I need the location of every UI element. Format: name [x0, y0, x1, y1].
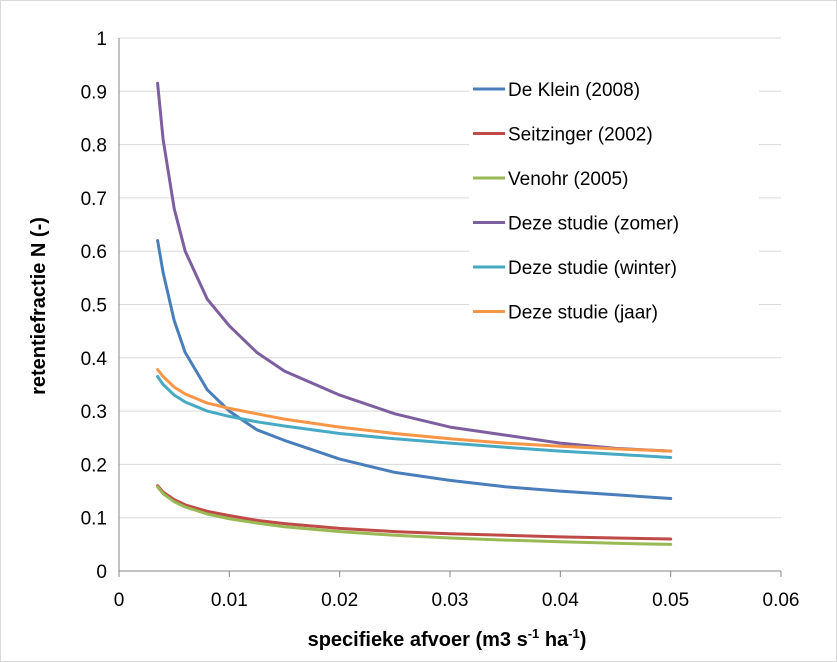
- legend-label-1: De Klein (2008): [508, 80, 640, 101]
- series-line-4: [156, 81, 673, 453]
- x-tick-label: 0.04: [542, 590, 579, 611]
- x-tick-label: 0.02: [321, 590, 358, 611]
- x-tick-label: 0.01: [211, 590, 248, 611]
- x-tick-label: 0.05: [652, 590, 689, 611]
- y-tick-label: 0.1: [81, 509, 107, 530]
- y-axis-label: retentiefractie N (-): [28, 217, 50, 395]
- y-tick-label: 0.4: [81, 349, 108, 370]
- legend-label-4: Deze studie (zomer): [508, 214, 679, 235]
- y-tick-labels: 0 0.1 0.2 0.3 0.4 0.5 0.6 0.7 0.8 0.9 1: [81, 29, 108, 583]
- x-tick-label: 0.06: [763, 590, 800, 611]
- y-tick-label: 0.6: [81, 242, 107, 263]
- series-lines: [156, 81, 673, 546]
- legend: De Klein (2008) Seitzinger (2002) Venohr (…: [469, 63, 759, 331]
- x-axis-label-sup1: -1: [528, 626, 540, 641]
- legend-background: [469, 63, 759, 331]
- x-axis-label-part1: specifieke afvoer (m3 s: [308, 629, 528, 651]
- series-line-2: [156, 484, 673, 541]
- y-tick-label: 0.8: [81, 136, 107, 157]
- y-tick-label: 0.3: [81, 402, 107, 423]
- y-tick-label: 0.5: [81, 296, 107, 317]
- legend-label-6: Deze studie (jaar): [508, 303, 658, 324]
- y-tick-label: 0.2: [81, 455, 107, 476]
- legend-label-5: Deze studie (winter): [508, 258, 677, 279]
- legend-label-2: Seitzinger (2002): [508, 125, 653, 146]
- x-axis-label-part3: ): [580, 629, 587, 651]
- x-tick-label: 0.03: [432, 590, 469, 611]
- y-tick-label: 0.7: [81, 189, 107, 210]
- x-tick-labels: 0 0.01 0.02 0.03 0.04 0.05 0.06: [114, 590, 800, 611]
- y-tick-label: 0: [96, 562, 107, 583]
- x-axis-label-sup2: -1: [568, 626, 580, 641]
- x-axis-label-part2: ha: [539, 629, 569, 651]
- axes: [118, 38, 782, 577]
- x-axis-label: specifieke afvoer (m3 s-1 ha-1): [308, 626, 587, 651]
- y-tick-label: 1: [96, 29, 107, 50]
- series-line-6: [156, 368, 673, 453]
- series-line-5: [156, 375, 673, 459]
- series-line-3: [156, 485, 673, 546]
- y-tick-label: 0.9: [81, 82, 107, 103]
- legend-label-3: Venohr (2005): [508, 169, 628, 190]
- series-line-1: [156, 239, 673, 500]
- x-tick-label: 0: [114, 590, 125, 611]
